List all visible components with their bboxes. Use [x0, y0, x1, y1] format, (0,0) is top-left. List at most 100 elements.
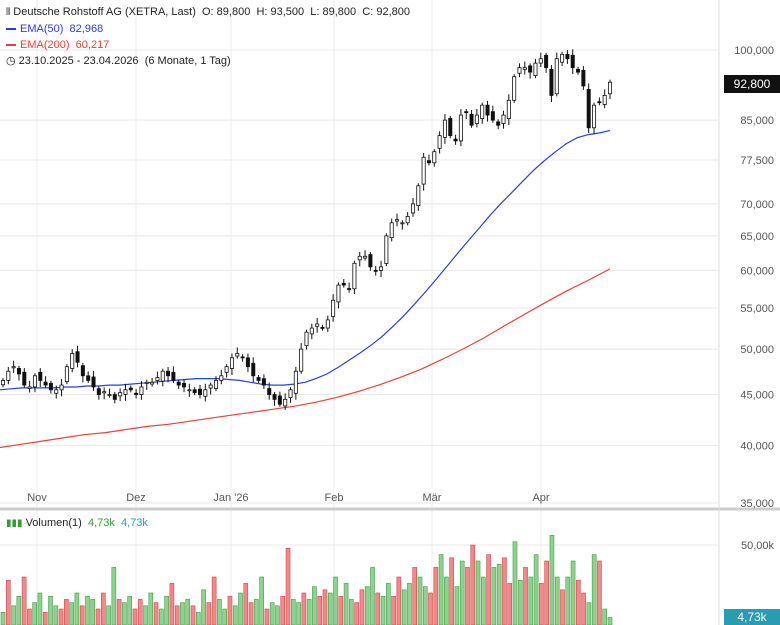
y-tick-label: 70,000: [740, 199, 774, 211]
volume-bar: [454, 586, 460, 625]
volume-value-1: 4,73k: [87, 517, 115, 529]
candle-body: [54, 389, 59, 394]
candle-body: [235, 353, 240, 357]
candle-body: [219, 375, 224, 381]
volume-bar: [58, 608, 64, 625]
candle-body: [6, 370, 11, 381]
volume-bar: [169, 583, 175, 625]
volume-bar: [481, 576, 486, 625]
volume-badge-value: 4,73k: [737, 610, 767, 624]
candle-body: [432, 151, 437, 164]
candle-body: [602, 95, 607, 105]
candle-body: [299, 348, 304, 372]
candle-body: [304, 331, 309, 347]
volume-bar: [5, 579, 11, 625]
volume-bar: [180, 602, 185, 625]
candle-body: [32, 375, 37, 388]
candle-body: [405, 216, 410, 224]
volume-bar: [349, 599, 354, 625]
chart-legend: ⫴ Deutsche Rohstoff AG (XETRA, Last) O: …: [6, 4, 410, 69]
candles-icon: ⫴: [6, 7, 11, 18]
candle-body: [229, 357, 234, 369]
volume-bar: [79, 605, 85, 625]
candle-body: [160, 370, 165, 382]
volume-bar: [285, 547, 291, 625]
volume-bar: [528, 576, 534, 625]
clock-icon: ◷: [6, 55, 16, 67]
candle-body: [198, 388, 203, 395]
volume-bar: [259, 576, 264, 625]
candle-body: [485, 104, 490, 116]
candle-body: [123, 389, 128, 395]
volume-bar: [539, 583, 544, 625]
ema50-label: EMA(50): [20, 23, 64, 35]
candle-body: [565, 53, 570, 60]
volume-bar: [248, 602, 254, 625]
x-tick-label: Nov: [27, 492, 47, 504]
volume-bar: [496, 563, 502, 625]
range-value: 23.10.2025 - 23.04.2026: [18, 55, 139, 67]
candle-body: [576, 68, 581, 73]
candle-body: [128, 387, 133, 391]
volume-bar: [449, 557, 454, 625]
volume-bar: [465, 567, 470, 625]
volume-bar: [459, 560, 465, 625]
candle-body: [203, 389, 208, 397]
volume-bar: [211, 576, 217, 625]
candle-body: [597, 101, 602, 104]
candle-body: [155, 377, 160, 381]
chart-title: Deutsche Rohstoff AG (XETRA, Last): [13, 6, 196, 18]
candle-body: [283, 398, 288, 407]
candle-body: [187, 389, 192, 392]
candle-body: [171, 371, 176, 381]
candle-body: [288, 389, 293, 399]
candle-body: [261, 378, 266, 386]
volume-bar: [581, 592, 586, 625]
volume-bar: [375, 592, 381, 625]
volume-bar: [565, 576, 571, 625]
volume-bar: [354, 602, 359, 625]
candle-body: [512, 76, 517, 101]
volume-bar: [591, 554, 597, 625]
header-row: ⫴ Deutsche Rohstoff AG (XETRA, Last) O: …: [6, 4, 410, 21]
volume-bar: [470, 544, 476, 625]
candle-body: [517, 67, 522, 74]
volume-bar: [517, 579, 523, 625]
volume-bar: [391, 595, 396, 625]
volume-bar: [27, 608, 32, 625]
volume-bar: [417, 576, 423, 625]
volume-bar: [42, 611, 48, 625]
candle-body: [586, 89, 591, 129]
volume-label: Volumen(1): [25, 517, 82, 529]
candle-body: [208, 384, 213, 389]
volume-bar: [296, 602, 301, 625]
candle-body: [150, 381, 155, 385]
volume-bar: [533, 554, 539, 625]
volume-bar: [312, 586, 317, 625]
low-value: L: 89,800: [310, 6, 357, 18]
volume-bar: [53, 605, 59, 625]
y-tick-label: 35,000: [740, 498, 774, 510]
candle-body: [538, 58, 543, 64]
volume-bar: [100, 592, 106, 625]
candle-body: [144, 381, 149, 384]
volume-bar: [148, 592, 154, 625]
volume-bar: [491, 567, 497, 625]
candle-body: [549, 68, 554, 96]
candle-body: [501, 114, 506, 124]
volume-bar: [206, 602, 212, 625]
volume-bar: [306, 599, 312, 625]
volume-bar: [74, 592, 80, 625]
volume-legend: ▮▮▮ Volumen(1) 4,73k 4,73k: [6, 515, 148, 532]
candle-body: [320, 327, 325, 329]
candle-body: [363, 255, 368, 259]
candle-body: [182, 382, 187, 388]
candle-body: [272, 394, 277, 400]
volume-bar: [132, 608, 138, 625]
ema50-value: 82,968: [69, 23, 104, 35]
candle-body: [373, 269, 378, 272]
volume-bar: [544, 560, 549, 625]
x-tick-label: Dez: [126, 492, 146, 504]
